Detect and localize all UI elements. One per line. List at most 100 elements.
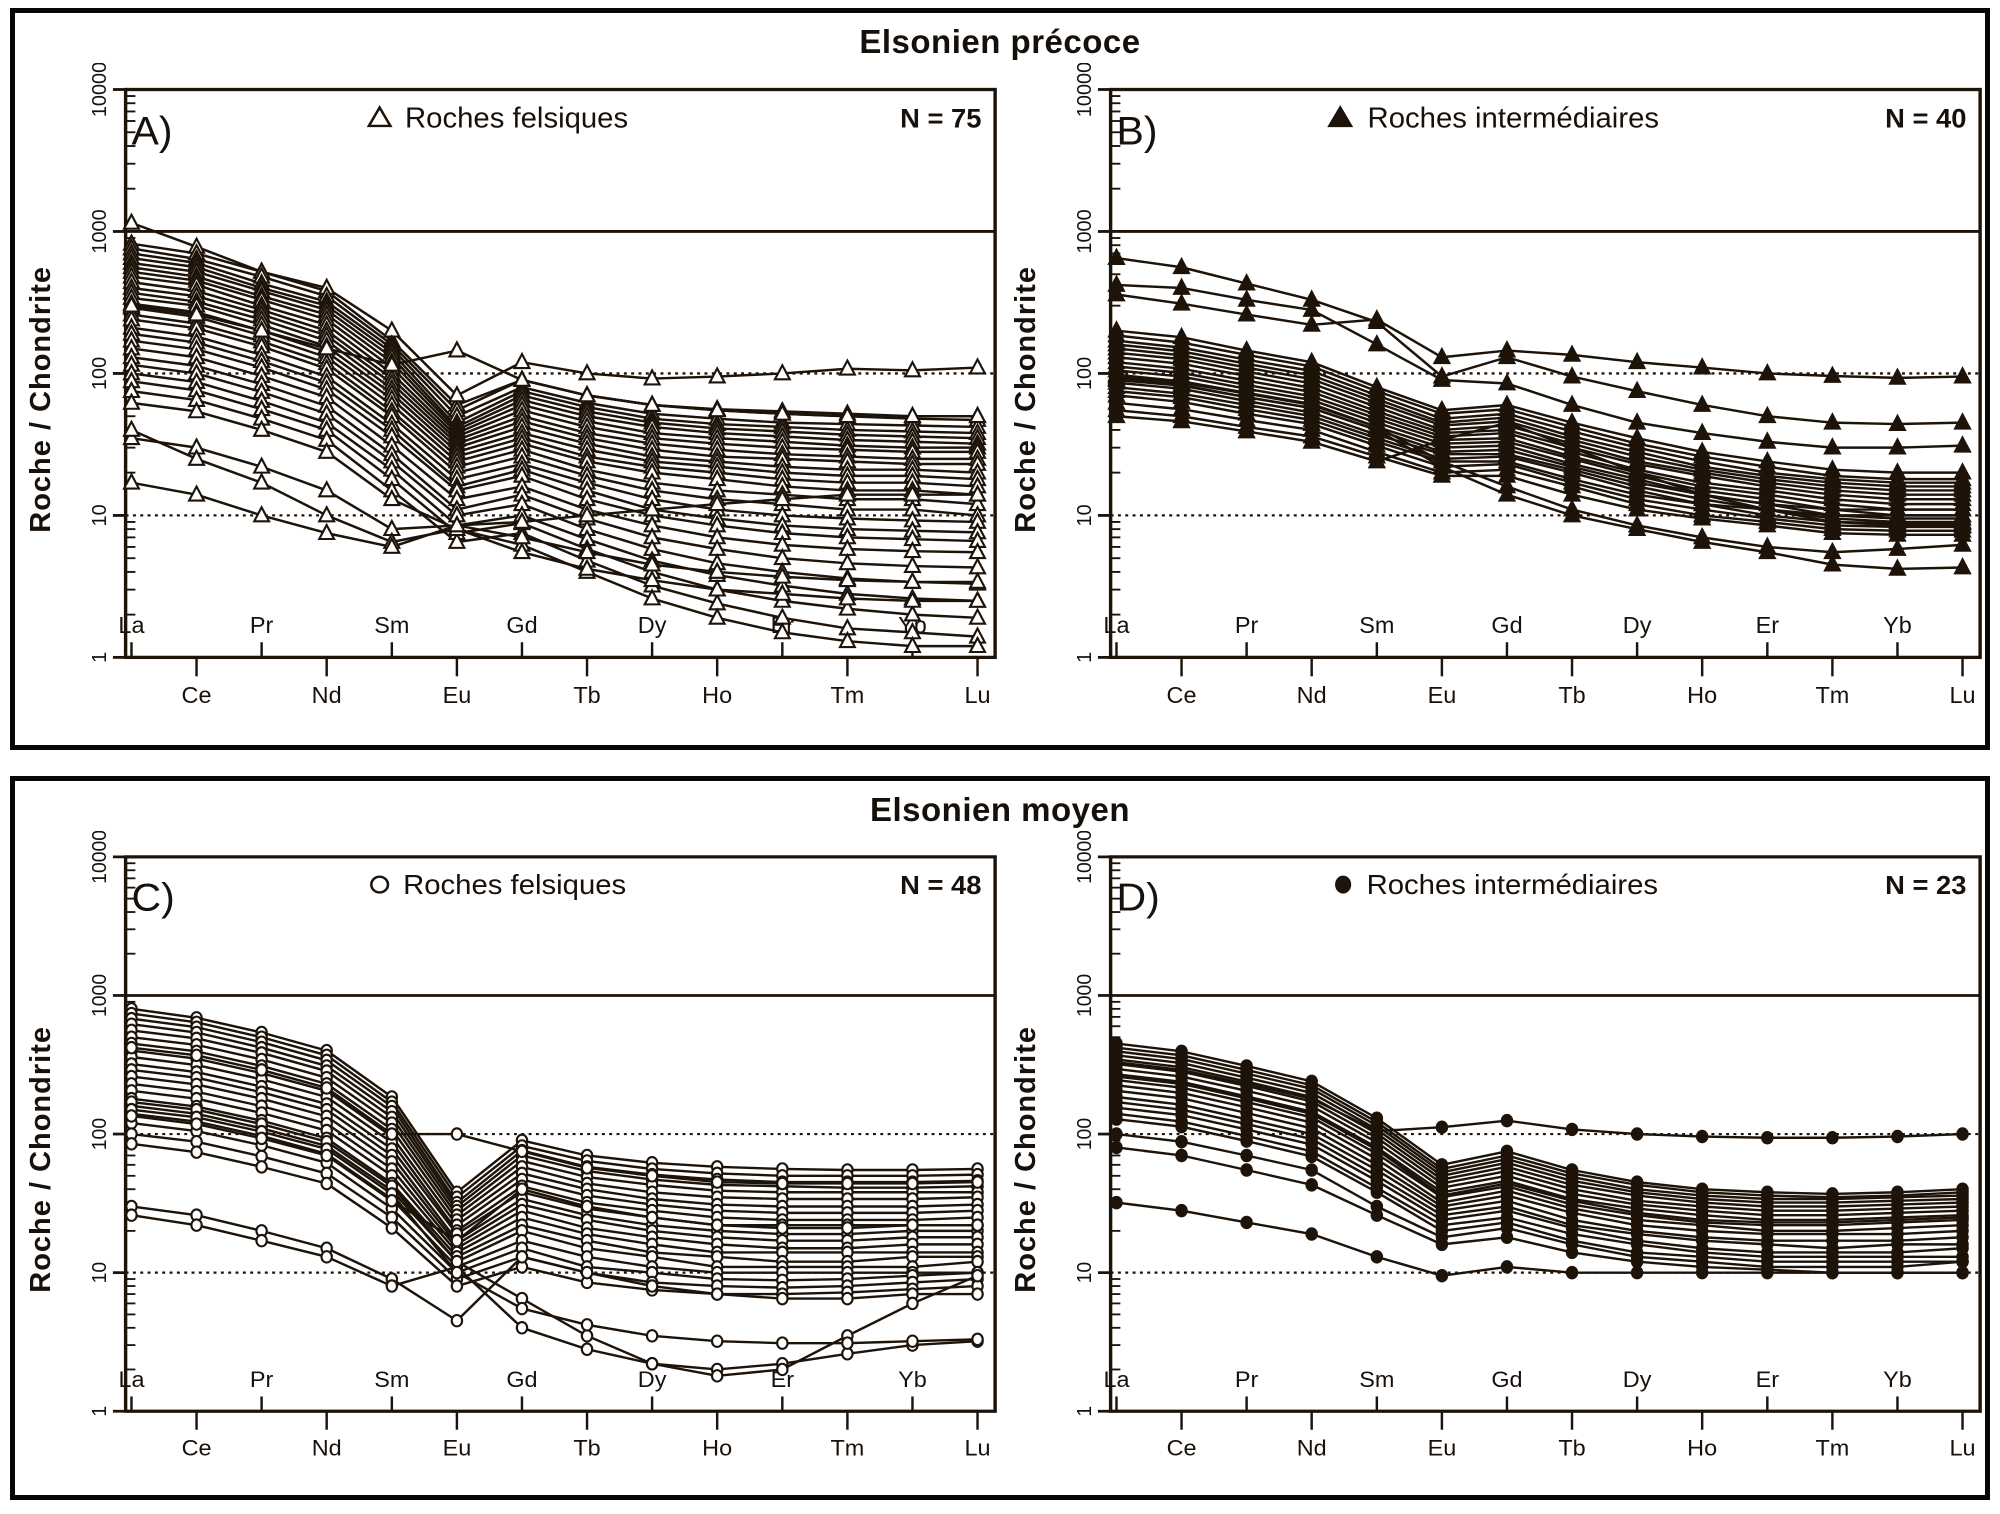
svg-text:Ho: Ho: [1687, 1435, 1717, 1460]
y-axis-title-c: Roche / Chondrite: [24, 1025, 57, 1293]
sample-count-d: N = 23: [1885, 871, 1966, 900]
panel-b: Roche / Chondrite 10000 1000 100 10 1 La Ce Pr N…: [1000, 63, 1985, 735]
svg-text:Tb: Tb: [1558, 682, 1585, 708]
svg-text:Tm: Tm: [1815, 1435, 1849, 1460]
panel-a: Roche / Chondrite 10000 1000 100 10 1 La Ce Pr N…: [15, 63, 1000, 735]
svg-text:Sm: Sm: [374, 1367, 409, 1392]
svg-text:100: 100: [1074, 1118, 1097, 1150]
plot-b-canvas: 10000 1000 100 10 1 La Ce Pr Nd Sm Eu Gd Tb Dy Ho Er Tm Y…: [1074, 63, 1982, 708]
svg-text:100: 100: [1074, 357, 1096, 390]
y-axis-title-b: Roche / Chondrite: [1009, 265, 1042, 533]
svg-text:Ce: Ce: [182, 682, 212, 708]
svg-text:Dy: Dy: [638, 1367, 667, 1392]
svg-text:10000: 10000: [1074, 63, 1096, 117]
legend-label-b: Roches intermédiaires: [1368, 103, 1659, 134]
sample-count-c: N = 48: [900, 871, 981, 900]
svg-text:1: 1: [89, 1406, 112, 1417]
svg-text:Tb: Tb: [573, 1435, 600, 1460]
panel-c: Roche / Chondrite 10000 1000 100 10 1 La Ce Pr N…: [15, 831, 1000, 1487]
svg-text:1000: 1000: [1074, 974, 1097, 1017]
svg-text:Pr: Pr: [250, 1367, 274, 1392]
svg-text:1: 1: [1074, 652, 1096, 663]
svg-text:Sm: Sm: [374, 612, 409, 638]
svg-text:10000: 10000: [89, 831, 112, 884]
svg-text:Pr: Pr: [1235, 1367, 1259, 1392]
legend-b: Roches intermédiaires: [1327, 103, 1659, 134]
svg-text:Tb: Tb: [573, 682, 600, 708]
svg-text:10000: 10000: [89, 63, 111, 117]
section-title: Elsonien moyen: [869, 791, 1131, 828]
sample-count-a: N = 75: [900, 104, 981, 134]
svg-text:Pr: Pr: [250, 612, 274, 638]
svg-text:Pr: Pr: [1235, 612, 1259, 638]
panel-label-d: D): [1116, 876, 1159, 919]
y-axis-title-d: Roche / Chondrite: [1009, 1025, 1042, 1293]
svg-text:Ho: Ho: [702, 682, 732, 708]
svg-text:Yb: Yb: [898, 1367, 927, 1392]
svg-text:Lu: Lu: [1950, 1435, 1976, 1460]
svg-text:10: 10: [1074, 1262, 1097, 1284]
panel-label-c: C): [131, 876, 174, 919]
svg-text:La: La: [1103, 1367, 1129, 1392]
svg-text:Yb: Yb: [1883, 1367, 1912, 1392]
plot-a-canvas: 100001000100101LaCePrNdSmEuGdTbDyHoErTmY…: [89, 63, 997, 708]
circle-filled-icon: [1335, 875, 1352, 894]
legend-label-a: Roches felsiques: [405, 103, 628, 134]
svg-text:Ho: Ho: [702, 1435, 732, 1460]
svg-text:Er: Er: [1756, 612, 1780, 638]
chart-layer-c: 10000 1000 100 10 1 La Ce Pr Nd Sm Eu Gd Tb Dy Ho Er Tm Y…: [89, 831, 997, 1460]
legend-label-c: Roches felsiques: [403, 870, 626, 901]
section-elsonien-precoce: Elsonien précoce Roche / Chondrite 10000…: [10, 8, 1990, 750]
legend-label-d: Roches intermédiaires: [1367, 870, 1659, 901]
svg-text:Gd: Gd: [506, 612, 537, 638]
svg-text:La: La: [118, 612, 144, 638]
sample-count-b: N = 40: [1885, 104, 1966, 134]
plot-c-canvas: 10000 1000 100 10 1 La Ce Pr Nd Sm Eu Gd Tb Dy Ho Er Tm Y…: [89, 831, 997, 1460]
svg-text:1000: 1000: [1074, 209, 1096, 253]
svg-text:Ce: Ce: [182, 1435, 212, 1460]
panel-d: Roche / Chondrite 10000 1000 100 10 1 La Ce Pr N…: [1000, 831, 1985, 1487]
circle-open-icon: [370, 875, 390, 894]
svg-text:Eu: Eu: [443, 682, 472, 708]
svg-text:Gd: Gd: [506, 1367, 537, 1392]
svg-text:Eu: Eu: [1428, 1435, 1457, 1460]
legend-c: Roches felsiques: [370, 870, 626, 901]
chart-layer-d: 10000 1000 100 10 1 La Ce Pr Nd Sm Eu Gd Tb Dy Ho Er Tm Y…: [1074, 831, 1982, 1460]
svg-text:Sm: Sm: [1359, 1367, 1394, 1392]
svg-text:Yb: Yb: [1883, 612, 1912, 638]
svg-text:Lu: Lu: [964, 682, 990, 708]
chart-layer-a: 100001000100101LaCePrNdSmEuGdTbDyHoErTmY…: [89, 63, 997, 708]
svg-text:La: La: [1103, 612, 1129, 638]
svg-text:1: 1: [89, 652, 111, 663]
svg-text:Gd: Gd: [1491, 612, 1522, 638]
svg-text:Ce: Ce: [1167, 1435, 1197, 1460]
section-title: Elsonien précoce: [859, 23, 1141, 60]
svg-text:10: 10: [89, 504, 111, 526]
panels-row-top: Roche / Chondrite 10000 1000 100 10 1 La Ce Pr N…: [15, 63, 1985, 735]
plot-d-canvas: 10000 1000 100 10 1 La Ce Pr Nd Sm Eu Gd Tb Dy Ho Er Tm Y…: [1074, 831, 1982, 1460]
svg-text:Nd: Nd: [312, 1435, 342, 1460]
svg-text:Er: Er: [771, 1367, 795, 1392]
svg-text:Er: Er: [1756, 1367, 1780, 1392]
svg-text:Dy: Dy: [1623, 612, 1652, 638]
svg-text:10: 10: [89, 1262, 112, 1284]
svg-text:Sm: Sm: [1359, 612, 1394, 638]
svg-text:Lu: Lu: [965, 1435, 991, 1460]
svg-text:Nd: Nd: [1297, 1435, 1327, 1460]
svg-text:100: 100: [89, 357, 111, 390]
triangle-open-icon: [366, 104, 393, 128]
svg-text:Tm: Tm: [830, 682, 864, 708]
svg-text:Dy: Dy: [1623, 1367, 1652, 1392]
svg-text:Ho: Ho: [1687, 682, 1717, 708]
y-axis-title-a: Roche / Chondrite: [24, 265, 57, 533]
svg-text:100: 100: [89, 1118, 112, 1150]
svg-text:La: La: [118, 1367, 144, 1392]
svg-text:Eu: Eu: [1428, 682, 1457, 708]
svg-text:10000: 10000: [1074, 831, 1097, 884]
section-elsonien-moyen: Elsonien moyen Roche / Chondrite 10000 10…: [10, 776, 1990, 1500]
panels-row-bottom: Roche / Chondrite 10000 1000 100 10 1 La Ce Pr N…: [15, 831, 1985, 1487]
panel-label-a: A): [131, 108, 172, 153]
svg-text:1: 1: [1074, 1406, 1097, 1417]
svg-text:Tb: Tb: [1558, 1435, 1585, 1460]
svg-text:Gd: Gd: [1491, 1367, 1522, 1392]
